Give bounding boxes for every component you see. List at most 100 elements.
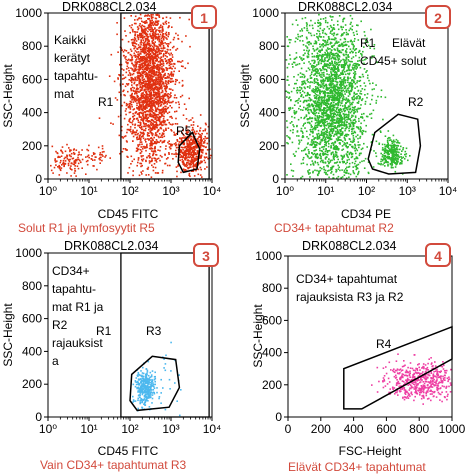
panel-1-event-dot: [135, 65, 137, 68]
panel-1-event-dot: [129, 108, 132, 110]
panel-1-event-dot: [158, 90, 160, 92]
panel-1-event-dot: [172, 75, 174, 77]
panel-1-event-dot: [73, 160, 76, 162]
panel-1-event-dot: [172, 158, 174, 160]
panel-1-event-dot: [133, 118, 136, 120]
panel-2-event-dot: [321, 49, 323, 51]
panel-1-event-dot: [163, 36, 166, 38]
panel-1-event-dot: [129, 94, 132, 97]
panel-1-event-dot: [182, 143, 185, 146]
panel-1-event-dot: [176, 153, 179, 155]
panel-1-event-dot: [192, 132, 195, 134]
panel-1-event-dot: [138, 136, 141, 139]
panel-2-event-dot: [344, 40, 347, 43]
panel-1-event-dot: [52, 172, 54, 174]
panel-2-event-dot: [348, 162, 351, 165]
panel-2-event-dot: [309, 81, 311, 84]
panel-1-event-dot: [205, 146, 207, 148]
panel-1-event-dot: [147, 174, 150, 176]
panel-1-event-dot: [154, 80, 157, 83]
panel-1-event-dot: [171, 143, 174, 146]
panel-2-event-dot: [338, 99, 341, 102]
panel-1-event-dot: [153, 103, 155, 105]
panel-2-event-dot: [329, 86, 331, 89]
panel-2-event-dot: [348, 123, 351, 125]
panel-2-event-dot: [352, 139, 355, 142]
panel-2-event-dot: [336, 48, 339, 51]
panel-1-event-dot: [148, 46, 150, 49]
panel-2-event-dot: [350, 57, 353, 60]
panel-1-event-dot: [133, 54, 135, 57]
panel-2-event-dot: [311, 69, 314, 71]
panel-2-event-dot: [370, 117, 373, 119]
panel-1-event-dot: [166, 103, 168, 105]
panel-1-event-dot: [163, 130, 165, 133]
panel-1-event-dot: [206, 142, 209, 145]
panel-2-event-dot: [316, 133, 318, 135]
panel-1-event-dot: [148, 110, 150, 113]
panel-1-event-dot: [156, 107, 159, 109]
panel-1-event-dot: [146, 105, 148, 107]
panel-1-event-dot: [180, 65, 183, 67]
panel-1-event-dot: [144, 73, 146, 76]
panel-1-event-dot: [161, 156, 163, 158]
panel-2-event-dot: [364, 130, 367, 133]
panel-1-event-dot: [142, 134, 144, 137]
panel-1-event-dot: [145, 138, 147, 140]
panel-2-event-dot: [355, 168, 358, 171]
panel-1-event-dot: [152, 152, 155, 155]
panel-2-event-dot: [316, 136, 319, 139]
panel-2-event-dot: [333, 89, 335, 92]
panel-2-event-dot: [339, 80, 342, 83]
panel-1-event-dot: [137, 27, 140, 30]
panel-1-event-dot: [151, 115, 153, 118]
panel-2-event-dot: [344, 50, 347, 53]
panel-2-event-dot: [348, 153, 351, 156]
panel-2-event-dot: [366, 115, 369, 118]
panel-1-event-dot: [145, 127, 147, 130]
panel-2-event-dot: [350, 116, 353, 118]
panel-1-event-dot: [171, 106, 173, 109]
panel-1-event-dot: [123, 89, 125, 92]
panel-1-event-dot: [141, 49, 143, 51]
panel-2-event-dot: [334, 99, 336, 102]
panel-2-event-dot: [341, 169, 343, 171]
panel-1-event-dot: [129, 100, 132, 103]
panel-2-event-dot: [358, 80, 360, 82]
panel-1-event-dot: [127, 105, 130, 108]
panel-2-event-dot: [354, 160, 357, 163]
panel-1-event-dot: [140, 108, 142, 110]
panel-2-event-dot: [297, 35, 300, 38]
panel-2-event-dot: [315, 109, 317, 112]
panel-1-event-dot: [143, 43, 145, 45]
panel-2-event-dot: [332, 147, 335, 149]
panel-2-event-dot: [299, 100, 302, 102]
panel-1-event-dot: [199, 157, 201, 159]
panel-2-event-dot: [327, 66, 329, 69]
panel-2-event-dot: [333, 108, 335, 111]
panel-1-event-dot: [158, 53, 161, 55]
panel-1-event-dot: [160, 24, 162, 27]
panel-2-event-dot: [354, 162, 356, 165]
panel-1-event-dot: [130, 67, 132, 69]
panel-1-event-dot: [192, 162, 194, 164]
panel-1-event-dot: [145, 104, 147, 107]
panel-1-event-dot: [124, 135, 127, 137]
panel-1-event-dot: [177, 101, 180, 103]
panel-1-event-dot: [184, 159, 187, 161]
panel-1-event-dot: [163, 121, 166, 124]
panel-1-event-dot: [139, 124, 142, 126]
panel-2-event-dot: [292, 175, 294, 177]
panel-2-event-dot: [314, 70, 317, 72]
panel-1-x-tick-label: 10⁴: [203, 184, 222, 198]
panel-2-event-dot: [318, 90, 321, 93]
panel-1-event-dot: [140, 58, 142, 60]
panel-2-event-dot: [307, 149, 310, 151]
panel-1-event-dot: [137, 88, 140, 90]
panel-1-event-dot: [162, 81, 164, 84]
panel-1-event-dot: [164, 107, 167, 110]
panel-1-event-dot: [153, 69, 155, 72]
panel-1-event-dot: [136, 63, 138, 65]
panel-2-event-dot: [300, 95, 302, 98]
panel-1-event-dot: [128, 111, 131, 114]
